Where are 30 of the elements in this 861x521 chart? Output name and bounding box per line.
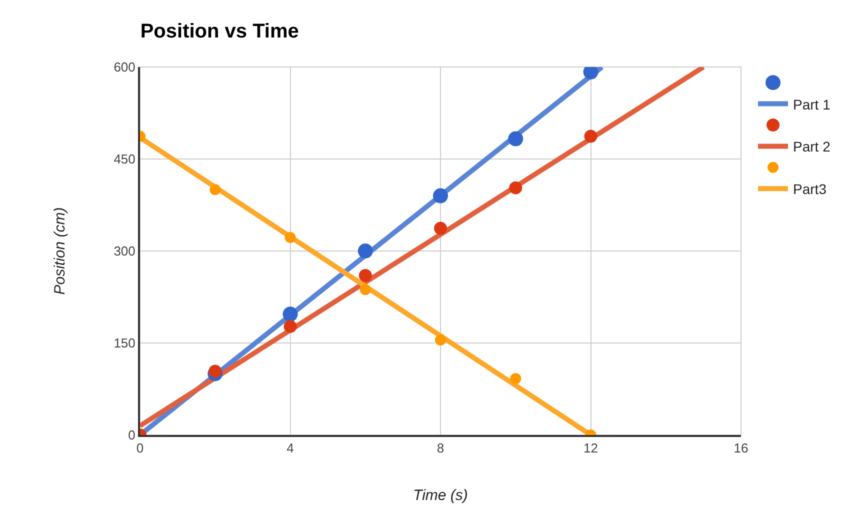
legend-label: Part3 (793, 181, 827, 198)
legend-label: Part 2 (793, 138, 831, 155)
point (360, 284, 371, 296)
point (510, 373, 522, 384)
y-tick-label: 600 (114, 60, 136, 75)
point (358, 244, 373, 258)
point (284, 320, 297, 333)
legend-label: Part 1 (793, 96, 831, 112)
x-axis-title: Time (s) (413, 487, 468, 504)
point (282, 306, 298, 322)
point (433, 188, 448, 204)
point (584, 130, 598, 143)
point (435, 334, 446, 346)
y-tick-label: 450 (114, 152, 136, 167)
chart-title: Position vs Time (140, 20, 299, 42)
point (508, 131, 524, 146)
x-tick-label: 16 (734, 440, 748, 456)
x-tick-label: 4 (286, 440, 294, 456)
point (210, 184, 221, 196)
y-tick-label: 150 (114, 336, 136, 351)
y-axis-title: Position (cm) (51, 207, 68, 295)
point (434, 222, 447, 235)
point (509, 181, 522, 194)
x-tick-label: 12 (584, 440, 598, 456)
point (358, 269, 372, 282)
x-tick-label: 8 (436, 440, 444, 456)
point (284, 232, 296, 244)
y-tick-label: 300 (114, 244, 136, 259)
y-tick-label: 0 (128, 428, 136, 443)
point (208, 364, 222, 378)
